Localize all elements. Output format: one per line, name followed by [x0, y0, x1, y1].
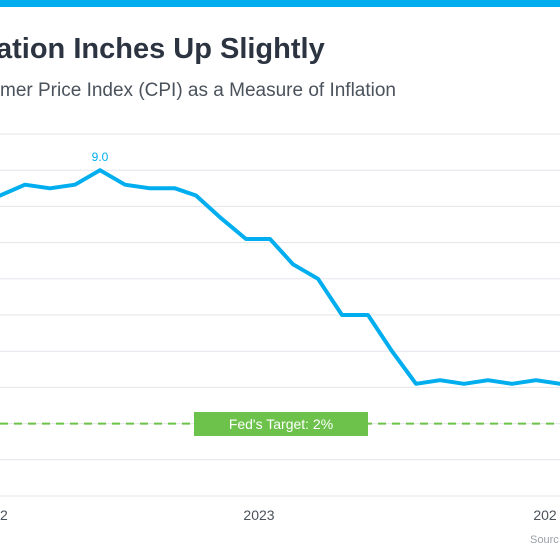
fed-target-badge: [194, 412, 368, 436]
cpi-line: [0, 168, 560, 386]
x-tick-label: 2: [0, 507, 8, 523]
chart-title: ation Inches Up Slightly: [0, 33, 325, 65]
source-note: Sourc: [530, 534, 559, 546]
peak-data-label: 9.0: [92, 150, 109, 164]
x-tick-label: 2023: [243, 507, 274, 523]
data-labels: 9.0: [92, 150, 109, 164]
gridlines: [0, 133, 560, 497]
x-axis: 2 2023 202: [0, 507, 557, 523]
chart-subtitle: mer Price Index (CPI) as a Measure of In…: [0, 80, 396, 101]
fed-target-label: Fed's Target: 2%: [229, 416, 333, 432]
x-tick-label: 202: [533, 507, 557, 523]
top-accent-bar: [0, 0, 560, 7]
cpi-series: [0, 168, 560, 386]
fed-target-line: Fed's Target: 2%: [0, 412, 560, 436]
